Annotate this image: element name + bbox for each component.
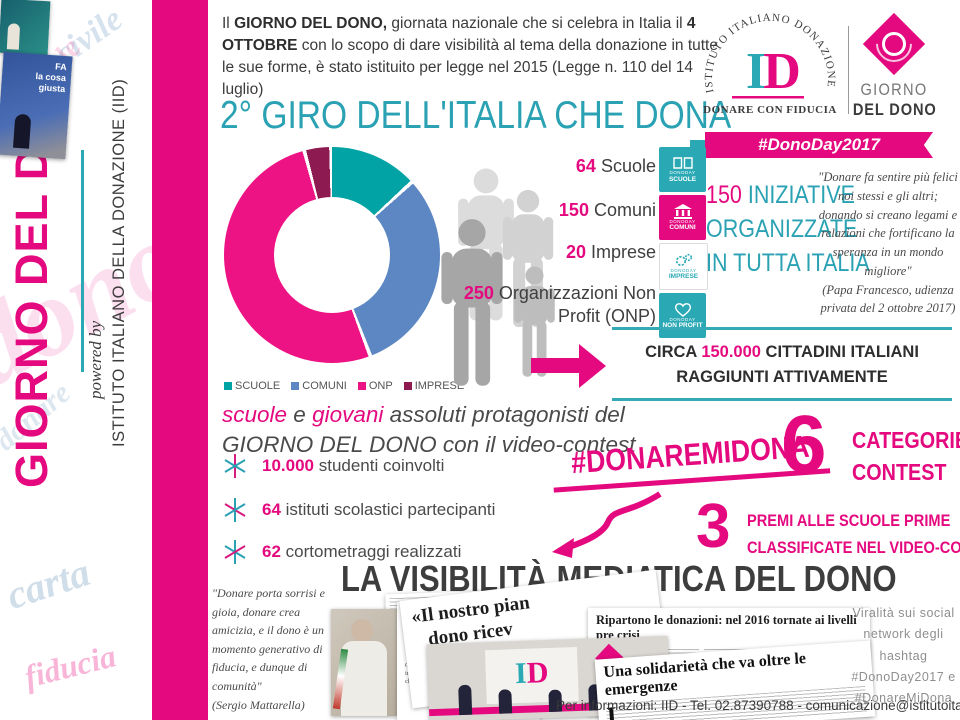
donoday-ribbon: #DonoDay2017 xyxy=(705,132,933,158)
iid-underline xyxy=(732,96,804,99)
legend-swatch-scuole xyxy=(224,382,232,390)
swoosh-arrow-icon xyxy=(552,491,662,558)
donut-chart xyxy=(224,147,440,363)
tv-green-photo xyxy=(0,0,51,56)
watermark-word: fiducia xyxy=(20,637,120,695)
pope-quote: "Donare fa sentire più felici noi stessi… xyxy=(817,168,959,318)
bullet-cortometraggi: 62 cortometraggi realizzati xyxy=(222,539,461,565)
legend-label: COMUNI xyxy=(302,380,347,392)
legend-item-onp: ONP xyxy=(357,380,393,392)
bullet-studenti: 10.000 studenti coinvolti xyxy=(222,453,444,479)
prizes-number: 3 xyxy=(696,492,731,561)
separator-line xyxy=(612,398,952,401)
pope-quote-text: "Donare fa sentire più felici noi stessi… xyxy=(818,170,958,278)
asterisk-icon xyxy=(224,540,246,564)
social-virality-text: Viralità sui social network degli hashta… xyxy=(851,606,956,705)
legend-label: IMPRESE xyxy=(414,380,465,392)
badge-bottom-label: COMUNI xyxy=(669,224,696,231)
watermark-word: carta xyxy=(1,549,96,618)
legend-swatch-comuni xyxy=(291,382,300,390)
stat-onp: 250 Organizzazioni Non Profit (ONP) xyxy=(463,283,656,326)
iid-logo: ISTITUTO ITALIANO DONAZIONE I D DONARE C… xyxy=(703,12,837,116)
iid-letter-d: D xyxy=(763,43,801,100)
legend-item-imprese: IMPRESE xyxy=(403,380,465,392)
badge-nonprofit: DONODAY NON PROFIT xyxy=(659,293,706,338)
arrow-right-icon xyxy=(531,358,581,373)
badge-bottom-label: NON PROFIT xyxy=(662,322,703,329)
badge-bottom-label: SCUOLE xyxy=(668,175,697,183)
person-silhouette xyxy=(441,219,503,386)
arrow-right-icon xyxy=(579,344,606,388)
person-silhouette-child xyxy=(514,266,555,377)
pope-quote-attribution: (Papa Francesco, udienza privata del 2 o… xyxy=(820,282,956,316)
page-title: 2° GIRO DELL'ITALIA CHE DONA xyxy=(220,94,732,137)
stat-imprese: 20 Imprese xyxy=(565,242,656,262)
mattarella-quote-text: "Donare porta sorrisi e gioia, donare cr… xyxy=(212,586,325,693)
badge-top-label: DONODAY xyxy=(669,170,696,175)
stat-scuole: 64 Scuole xyxy=(575,156,656,176)
badge-bottom-label: IMPRESE xyxy=(668,273,699,280)
sidebar-divider-line xyxy=(81,150,84,372)
footer-contact-info: Per informazioni: IID - Tel. 02.87390788… xyxy=(556,698,960,713)
legend-swatch-onp xyxy=(357,382,366,390)
badge-top-label: DONODAY xyxy=(670,267,697,273)
legend-label: SCUOLE xyxy=(235,380,281,392)
badge-column: DONODAY SCUOLE DONODAY COMUNI DONODAY IM… xyxy=(659,147,708,341)
asterisk-icon xyxy=(224,498,246,522)
legend-item-scuole: SCUOLE xyxy=(224,380,280,392)
intro-paragraph: Il GIORNO DEL DONO, giornata nazionale c… xyxy=(222,15,718,98)
sidebar-accent-bar xyxy=(152,0,208,720)
legend-swatch-imprese xyxy=(403,382,412,390)
iid-letter-i: I xyxy=(746,43,766,100)
gdd-logo-line2: DEL DONO xyxy=(852,100,937,119)
sidebar-org-label: ISTITUTO ITALIANO DELLA DONAZIONE (IID) xyxy=(110,78,128,447)
stat-comuni: 150 Comuni xyxy=(558,200,656,220)
protagonists-text: scuole e giovani assoluti protagonisti d… xyxy=(222,402,636,457)
badge-scuole: DONODAY SCUOLE xyxy=(659,147,706,192)
separator-line xyxy=(612,327,952,330)
initiatives-block: 150 INIZIATIVE ORGANIZZATE IN TUTTA ITAL… xyxy=(706,181,870,277)
bullet-istituti: 64 istituti scolastici partecipanti xyxy=(222,497,495,523)
gears-icon xyxy=(675,253,692,266)
contest-labels: CATEGORIE CONTEST xyxy=(852,427,960,485)
prizes-labels: PREMI ALLE SCUOLE PRIME CLASSIFICATE NEL… xyxy=(747,511,960,557)
book-icon xyxy=(672,157,693,169)
iid-tagline: DONARE CON FIDUCIA xyxy=(703,104,837,116)
logo-divider xyxy=(848,26,849,114)
giorno-del-dono-logo: GIORNO DEL DONO xyxy=(846,12,942,120)
heart-icon xyxy=(674,302,691,317)
badge-imprese: DONODAY IMPRESE xyxy=(659,243,708,290)
diamond-swirl-icon xyxy=(862,12,926,76)
legend-label: ONP xyxy=(368,380,393,392)
asterisk-icon xyxy=(224,454,246,478)
gdd-logo-line1: GIORNO xyxy=(860,80,928,99)
contest-number: 6 xyxy=(781,399,827,490)
badge-top-label: DONODAY xyxy=(669,316,696,322)
badge-top-label: DONODAY xyxy=(669,218,696,224)
reach-statement: CIRCA 150.000 CITTADINI ITALIANI RAGGIUN… xyxy=(645,343,919,386)
pope-photo xyxy=(331,609,397,716)
legend-item-comuni: COMUNI xyxy=(291,380,347,392)
mattarella-quote: "Donare porta sorrisi e gioia, donare cr… xyxy=(212,584,332,714)
tv-fa-la-cosa-giusta: FA la cosa giusta xyxy=(0,51,73,160)
bank-icon xyxy=(673,203,692,219)
badge-comuni: DONODAY COMUNI xyxy=(659,195,706,240)
mattarella-quote-attribution: (Sergio Mattarella) xyxy=(212,697,305,712)
chart-legend: SCUOLE COMUNI ONP IMPRESE xyxy=(224,380,464,392)
powered-by-label: powered by xyxy=(86,320,105,399)
